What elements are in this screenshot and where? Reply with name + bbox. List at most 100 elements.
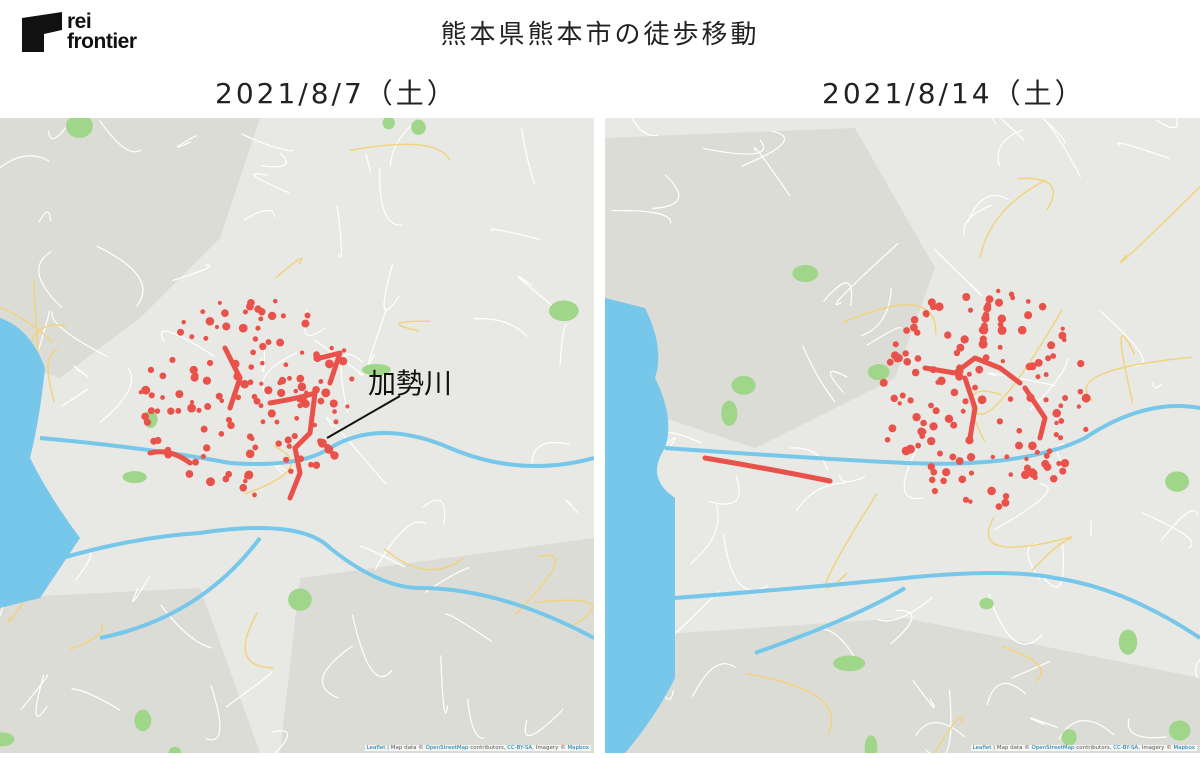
walk-point	[245, 449, 255, 459]
walk-point	[927, 298, 936, 307]
walk-point	[219, 398, 225, 404]
walk-point	[175, 390, 184, 399]
walk-point	[214, 324, 220, 330]
osm-link[interactable]: OpenStreetMap	[1031, 745, 1075, 751]
walk-point	[909, 323, 918, 332]
license-link[interactable]: CC-BY-SA	[1113, 745, 1139, 751]
walk-point	[200, 453, 206, 460]
walk-point	[244, 470, 254, 480]
park	[1061, 729, 1077, 746]
walk-path	[922, 355, 1023, 386]
walk-point	[994, 298, 1004, 307]
walk-point	[922, 309, 930, 317]
walk-point	[185, 470, 194, 478]
walk-point	[189, 365, 198, 375]
walk-point	[301, 399, 310, 408]
walk-point	[1010, 295, 1016, 301]
walk-point	[1002, 492, 1010, 500]
walk-point	[902, 350, 909, 357]
walk-point	[1058, 418, 1065, 424]
walk-point	[280, 313, 286, 319]
road	[835, 242, 899, 306]
walk-point	[252, 444, 259, 451]
road	[524, 708, 564, 737]
major-road	[383, 548, 464, 571]
walk-point	[1043, 372, 1049, 378]
walk-point	[143, 418, 152, 426]
walk-point	[1056, 460, 1062, 467]
road	[160, 604, 212, 649]
walk-point	[260, 419, 266, 425]
road	[0, 155, 50, 169]
major-road	[979, 179, 1047, 258]
walk-point	[187, 403, 196, 413]
map-attribution: Leaflet | Map data © OpenStreetMap contr…	[364, 745, 591, 751]
road	[96, 245, 144, 307]
walk-point	[138, 390, 143, 395]
walk-point	[962, 496, 969, 503]
walk-point	[233, 372, 242, 381]
walk-point	[341, 348, 347, 353]
hill-shade	[280, 538, 594, 753]
road	[490, 228, 541, 241]
walk-point	[1062, 395, 1069, 402]
walk-point	[1057, 435, 1064, 441]
walk-point	[899, 392, 906, 399]
park	[721, 400, 738, 426]
park	[864, 735, 878, 753]
major-road	[244, 612, 274, 669]
walk-point	[258, 308, 266, 316]
page-title: 熊本県熊本市の徒歩移動	[440, 20, 760, 50]
osm-link[interactable]: OpenStreetMap	[425, 745, 469, 751]
walk-point	[1043, 452, 1050, 459]
leaflet-link[interactable]: Leaflet	[366, 745, 386, 751]
road	[707, 475, 740, 505]
leaflet-link[interactable]: Leaflet	[972, 745, 992, 751]
walk-point	[193, 372, 199, 378]
walk-point	[1053, 431, 1059, 438]
walk-path	[962, 375, 978, 441]
walk-point	[318, 379, 324, 384]
road	[876, 596, 933, 622]
right-map[interactable]: Leaflet | Map data © OpenStreetMap contr…	[605, 118, 1200, 753]
road	[890, 609, 913, 645]
mapbox-link[interactable]: Mapbox	[567, 745, 589, 751]
left-map[interactable]: Leaflet | Map data © OpenStreetMap contr…	[0, 118, 594, 753]
walk-point	[928, 476, 936, 484]
walk-point	[259, 381, 264, 386]
walk-point	[196, 407, 202, 413]
river	[754, 586, 907, 655]
mapbox-link[interactable]: Mapbox	[1173, 745, 1195, 751]
walk-point	[984, 301, 992, 309]
walk-point	[227, 421, 235, 430]
road	[703, 139, 765, 155]
walk-point	[985, 295, 994, 304]
park	[1118, 629, 1138, 655]
road	[20, 674, 49, 711]
logo: rei frontier	[22, 11, 162, 54]
walk-point	[1077, 359, 1085, 368]
road	[652, 174, 680, 210]
road	[986, 682, 1026, 706]
road	[1152, 382, 1163, 389]
river	[674, 571, 1200, 640]
walk-point	[910, 316, 919, 324]
license-link[interactable]: CC-BY-SA	[507, 745, 533, 751]
walk-point	[239, 483, 248, 492]
road	[611, 209, 672, 224]
road	[440, 655, 449, 714]
major-road	[1120, 335, 1136, 404]
road	[383, 264, 400, 311]
walk-point	[141, 385, 151, 395]
road	[98, 119, 142, 153]
road	[473, 318, 529, 338]
walk-point	[997, 325, 1007, 335]
attr-text: | Map data ©	[991, 745, 1032, 751]
walk-point	[1028, 469, 1038, 478]
map-attribution: Leaflet | Map data © OpenStreetMap contr…	[970, 745, 1197, 751]
walk-point	[275, 440, 282, 447]
walk-point	[917, 427, 926, 436]
park	[168, 746, 182, 753]
walk-point	[886, 358, 894, 366]
walk-point	[930, 468, 938, 476]
